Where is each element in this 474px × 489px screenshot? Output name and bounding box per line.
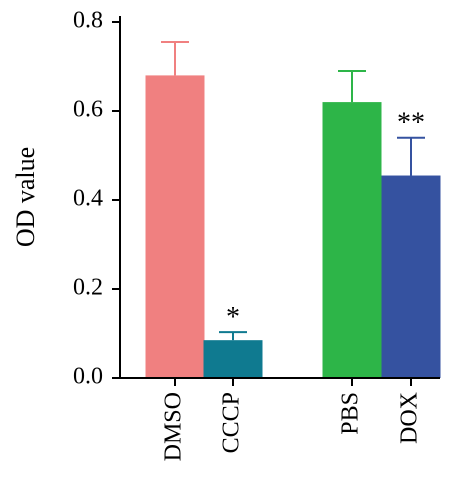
y-tick-label: 0.4 [73, 186, 103, 212]
significance-marker: ** [397, 108, 425, 139]
significance-marker: * [226, 302, 240, 333]
y-axis-title: OD value [11, 147, 40, 247]
y-tick-label: 0.0 [73, 364, 103, 390]
bar-dox [381, 175, 441, 378]
x-axis: DMSO CCCP PBS DOX [120, 377, 440, 461]
y-tick-label: 0.2 [73, 275, 103, 301]
y-tick-label: 0.8 [73, 8, 103, 34]
x-category-label: CCCP [219, 392, 245, 453]
bar-pbs [322, 102, 382, 378]
x-category-label: PBS [338, 392, 364, 435]
plot-area: *** [145, 41, 441, 379]
y-axis: 0.0 0.2 0.4 0.6 0.8 OD value [11, 8, 121, 390]
x-category-label: DMSO [161, 392, 187, 461]
x-category-label: DOX [397, 392, 423, 444]
bar-cccp [203, 340, 263, 378]
bar-dmso [145, 75, 205, 379]
y-tick-label: 0.6 [73, 97, 103, 123]
